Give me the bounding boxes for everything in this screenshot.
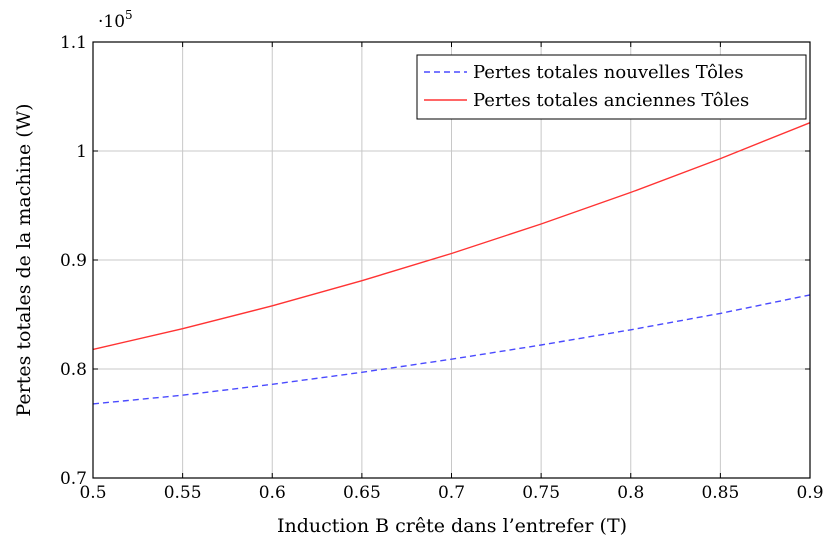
legend-label-anciennes: Pertes totales anciennes Tôles (473, 90, 749, 111)
legend: Pertes totales nouvelles Tôles Pertes to… (416, 54, 807, 120)
y-tick-label: 0.8 (60, 360, 87, 380)
x-tick-label: 0.85 (701, 483, 739, 503)
x-tick-label: 0.55 (164, 483, 202, 503)
ticks (92, 41, 811, 479)
series-line-nouvelles (92, 294, 811, 405)
legend-label-nouvelles: Pertes totales nouvelles Tôles (473, 62, 744, 83)
series-group (92, 122, 811, 405)
series-line-anciennes (92, 122, 811, 351)
x-tick-label: 0.7 (438, 483, 465, 503)
x-tick-label: 0.65 (343, 483, 381, 503)
y-tick-label: 0.7 (60, 469, 87, 489)
x-tick-label: 0.75 (522, 483, 560, 503)
x-tick-label: 0.8 (617, 483, 644, 503)
y-tick-label: 1 (76, 142, 87, 162)
x-tick-label: 0.6 (259, 483, 286, 503)
y-tick-label: 0.9 (60, 251, 87, 271)
legend-box (416, 54, 807, 120)
tick-labels: 0.5 0.55 0.6 0.65 0.7 0.75 0.8 0.85 0.9 0.7 0.8 0.9… (60, 33, 824, 503)
y-multiplier: ·105 (98, 8, 133, 32)
x-tick-label: 0.9 (796, 483, 823, 503)
x-axis-label: Induction B crête dans l’entrefer (T) (277, 515, 627, 537)
y-tick-label: 1.1 (60, 33, 87, 53)
x-tick-label: 0.5 (79, 483, 106, 503)
y-axis-label: Pertes totales de la machine (W) (13, 103, 35, 416)
